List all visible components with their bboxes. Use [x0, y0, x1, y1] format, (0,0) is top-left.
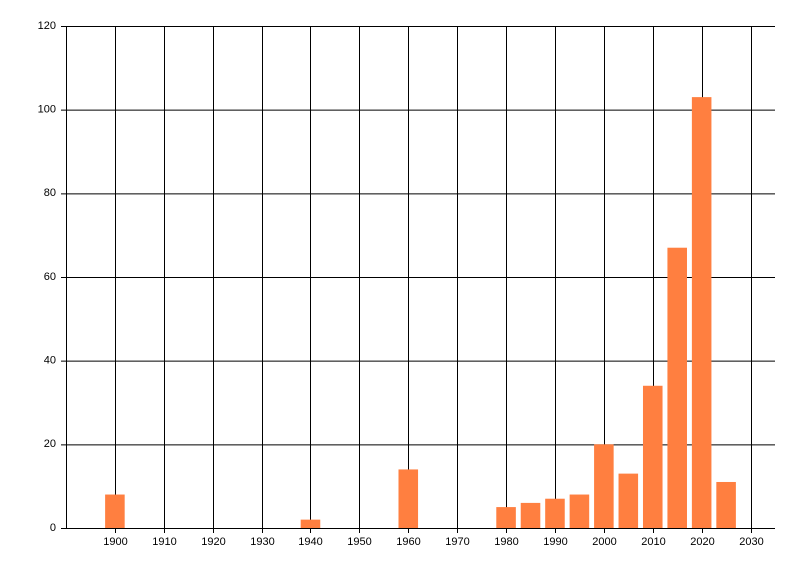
bar — [594, 444, 614, 528]
bar — [398, 469, 419, 528]
bar — [618, 473, 639, 528]
x-tick-label: 1990 — [543, 536, 567, 548]
y-tick-label: 40 — [44, 355, 56, 367]
bar — [716, 481, 736, 528]
x-tick-label: 1980 — [494, 536, 518, 548]
x-tick-label: 1900 — [103, 536, 127, 548]
y-tick-label: 120 — [38, 20, 56, 32]
bar — [691, 97, 712, 528]
y-tick-label: 80 — [44, 187, 56, 199]
y-tick-label: 100 — [38, 104, 56, 116]
bar — [545, 498, 565, 528]
x-tick-label: 1940 — [298, 536, 322, 548]
x-tick-label: 1910 — [152, 536, 176, 548]
x-tick-label: 2020 — [690, 536, 714, 548]
x-tick-label: 1930 — [250, 536, 274, 548]
x-tick-label: 2010 — [641, 536, 665, 548]
y-tick-label: 0 — [50, 522, 56, 534]
y-tick-label: 20 — [44, 438, 56, 450]
x-tick-label: 2030 — [739, 536, 763, 548]
x-tick-label: 1950 — [347, 536, 371, 548]
x-tick-label: 1970 — [445, 536, 469, 548]
bar — [300, 519, 321, 528]
bar — [642, 385, 663, 528]
bar — [667, 247, 687, 528]
bar — [569, 494, 590, 528]
bar — [496, 507, 516, 528]
bar — [105, 494, 125, 528]
y-tick-label: 60 — [44, 271, 56, 283]
x-tick-label: 2000 — [592, 536, 616, 548]
x-tick-label: 1920 — [201, 536, 225, 548]
x-tick-label: 1960 — [396, 536, 420, 548]
bar — [520, 502, 541, 528]
